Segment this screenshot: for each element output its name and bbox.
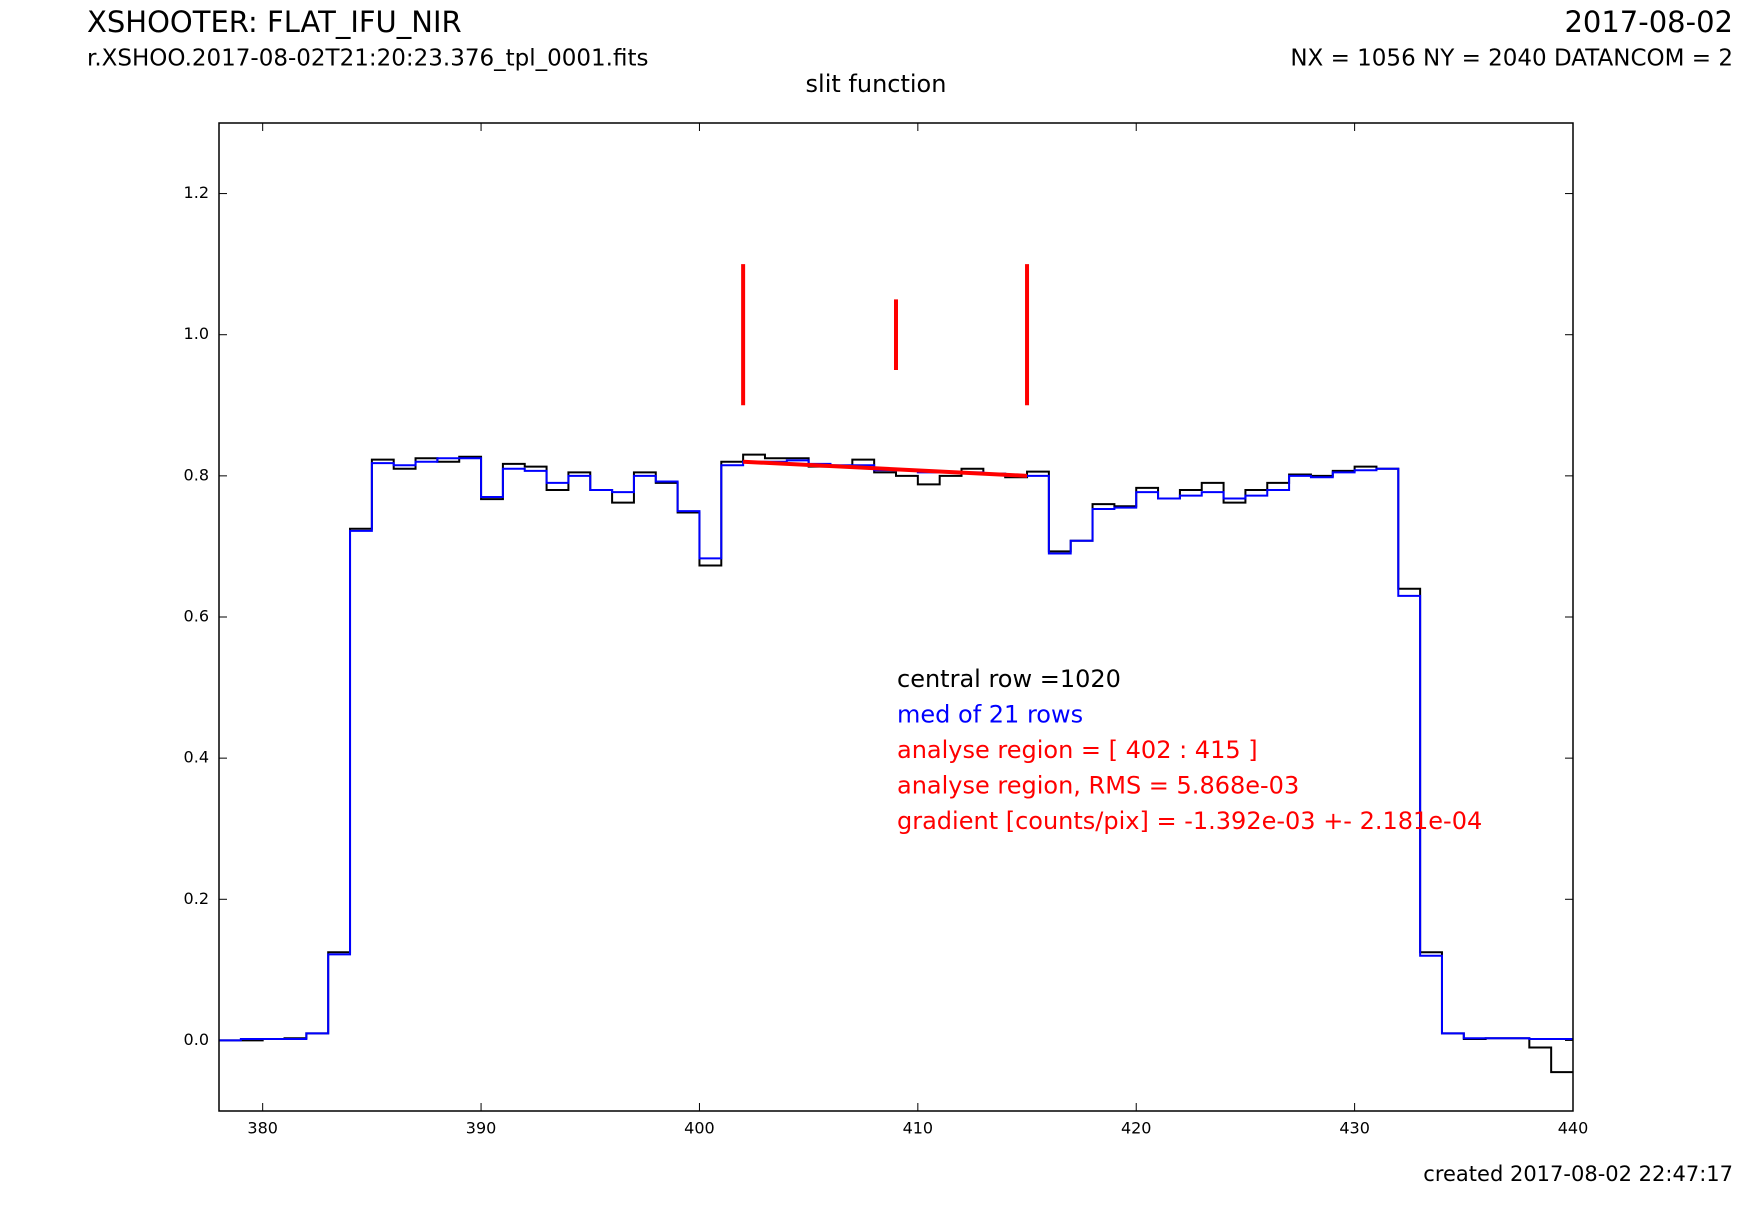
x-tick-label: 420 xyxy=(1121,1119,1152,1138)
x-tick-label: 430 xyxy=(1339,1119,1370,1138)
y-tick-label: 1.2 xyxy=(184,183,209,202)
y-tick-label: 0.6 xyxy=(184,607,209,626)
plot-frame xyxy=(218,122,1574,1112)
annotation: gradient [counts/pix] = -1.392e-03 +- 2.… xyxy=(897,807,1482,835)
y-tick-label: 1.0 xyxy=(184,324,209,343)
y-tick-label: 0.2 xyxy=(184,889,209,908)
y-tick-label: 0.8 xyxy=(184,465,209,484)
header-title: XSHOOTER: FLAT_IFU_NIR xyxy=(87,5,462,39)
annotation: analyse region, RMS = 5.868e-03 xyxy=(897,772,1299,800)
annotation: central row =1020 xyxy=(897,665,1121,693)
x-tick-label: 390 xyxy=(466,1119,497,1138)
header-info: NX = 1056 NY = 2040 DATANCOM = 2 xyxy=(1290,46,1733,72)
step-line xyxy=(219,453,1573,1074)
header-date: 2017-08-02 xyxy=(1564,5,1733,39)
chart-title: slit function xyxy=(806,70,947,98)
annotation: analyse region = [ 402 : 415 ] xyxy=(897,736,1258,764)
header-file: r.XSHOO.2017-08-02T21:20:23.376_tpl_0001… xyxy=(87,46,648,72)
fit-line xyxy=(743,459,1028,478)
x-tick-label: 440 xyxy=(1558,1119,1589,1138)
x-tick-label: 400 xyxy=(684,1119,715,1138)
annotation: med of 21 rows xyxy=(897,701,1083,729)
y-tick-label: 0.4 xyxy=(184,748,209,767)
x-tick-label: 410 xyxy=(903,1119,934,1138)
footer: created 2017-08-02 22:47:17 xyxy=(1423,1162,1733,1186)
x-tick-label: 380 xyxy=(247,1119,278,1138)
y-tick-label: 0.0 xyxy=(184,1030,209,1049)
